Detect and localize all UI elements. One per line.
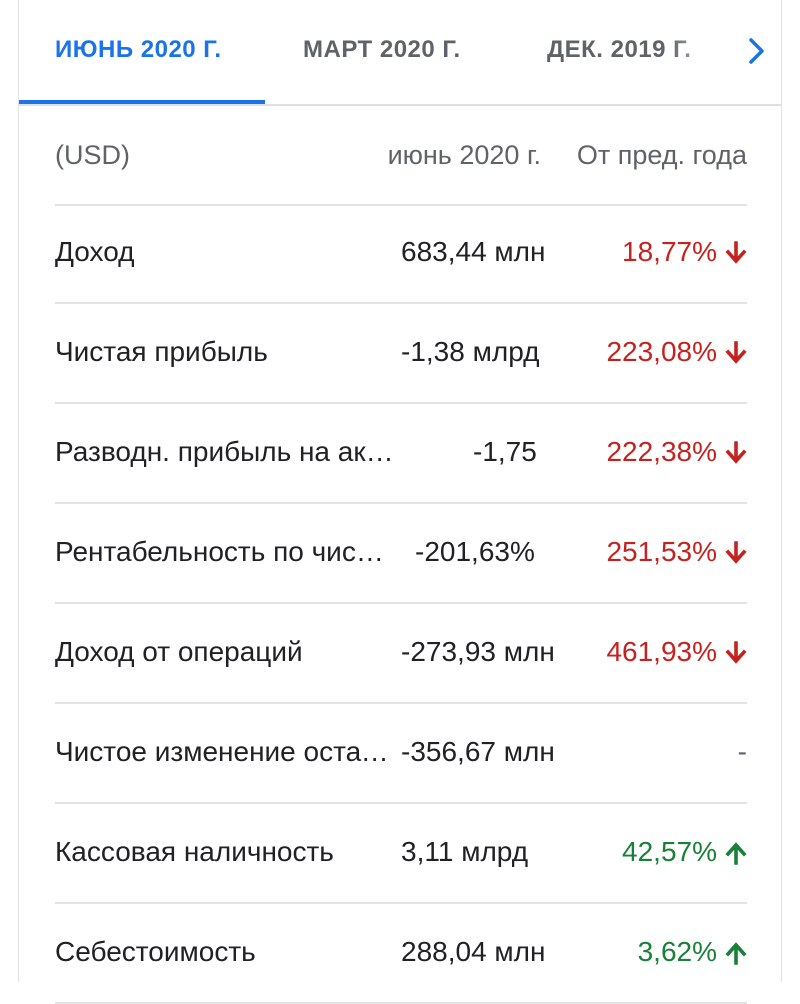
- row-label: Чистое изменение остатка денежных средст…: [55, 736, 395, 767]
- arrow-down-icon: [725, 340, 747, 364]
- row-change-value: 222,38%: [606, 436, 717, 467]
- row-change-value: 223,08%: [606, 336, 717, 367]
- period-column-header: июнь 2020 г.: [387, 140, 541, 170]
- row-label: Чистая прибыль: [55, 336, 268, 367]
- row-change: 223,08%: [606, 336, 747, 368]
- table-row[interactable]: Кассовая наличность 3,11 млрд 42,57%: [55, 804, 747, 904]
- row-change: 251,53%: [606, 536, 747, 568]
- arrow-up-icon: [725, 840, 747, 865]
- row-change: 3,62%: [638, 936, 747, 968]
- yoy-column-header: От пред. года: [576, 140, 747, 170]
- row-value: 3,11 млрд: [401, 836, 529, 867]
- row-change: -: [738, 736, 747, 768]
- row-change: 42,57%: [622, 836, 747, 868]
- row-label: Доход: [55, 236, 135, 267]
- row-value: 288,04 млн: [401, 936, 546, 967]
- row-value: -1,75: [473, 436, 537, 467]
- row-value: -356,67 млн: [401, 736, 555, 767]
- row-change-value: 3,62%: [637, 936, 717, 967]
- row-change-value: 461,93%: [606, 636, 717, 667]
- tab-march-2020[interactable]: МАРТ 2020 Г.: [303, 36, 461, 63]
- row-change: 461,93%: [606, 636, 747, 668]
- row-change: 18,77%: [622, 236, 747, 268]
- row-change-value: 42,57%: [622, 836, 717, 867]
- row-label: Доход от операций: [55, 636, 303, 667]
- table-row[interactable]: Чистое изменение остатка денежных средст…: [55, 704, 747, 804]
- financials-card: ИЮНЬ 2020 Г. МАРТ 2020 Г. ДЕК. 2019 Г. (…: [18, 0, 782, 1004]
- row-change: 222,38%: [606, 436, 747, 468]
- row-label: Себестоимость: [55, 936, 256, 967]
- table-row[interactable]: Чистая прибыль -1,38 млрд 223,08%: [55, 304, 747, 404]
- tab-june-2020[interactable]: ИЮНЬ 2020 Г.: [55, 36, 222, 63]
- tab-dec-2019[interactable]: ДЕК. 2019 Г.: [547, 36, 692, 63]
- period-tabs: ИЮНЬ 2020 Г. МАРТ 2020 Г. ДЕК. 2019 Г.: [19, 0, 781, 106]
- table-row[interactable]: Себестоимость 288,04 млн 3,62%: [55, 904, 747, 1004]
- row-value: -201,63%: [415, 536, 535, 567]
- row-value: -273,93 млн: [401, 636, 555, 667]
- table-row[interactable]: Доход от операций -273,93 млн 461,93%: [55, 604, 747, 704]
- row-change-value: 18,77%: [622, 236, 717, 267]
- arrow-down-icon: [725, 540, 747, 564]
- row-label: Разводн. прибыль на акцию: [55, 436, 395, 467]
- arrow-up-icon: [725, 940, 747, 965]
- arrow-down-icon: [725, 240, 747, 264]
- table-row[interactable]: Доход 683,44 млн 18,77%: [55, 204, 747, 304]
- active-tab-indicator: [19, 100, 265, 104]
- row-label: Рентабельность по чистой прибыли: [55, 536, 395, 567]
- arrow-down-icon: [725, 640, 747, 664]
- row-value: -1,38 млрд: [401, 336, 540, 367]
- currency-label: (USD): [55, 140, 130, 170]
- row-label: Кассовая наличность: [55, 836, 334, 867]
- row-change-value: 251,53%: [606, 536, 717, 567]
- table-row[interactable]: Рентабельность по чистой прибыли -201,63%…: [55, 504, 747, 604]
- row-change-value: -: [737, 736, 747, 767]
- arrow-down-icon: [725, 440, 747, 464]
- tabs-fade-overlay: [669, 0, 749, 100]
- table-header: (USD) июнь 2020 г. От пред. года: [55, 104, 747, 206]
- chevron-right-icon[interactable]: [743, 34, 771, 68]
- table-row[interactable]: Разводн. прибыль на акцию -1,75 222,38%: [55, 404, 747, 504]
- row-value: 683,44 млн: [401, 236, 546, 267]
